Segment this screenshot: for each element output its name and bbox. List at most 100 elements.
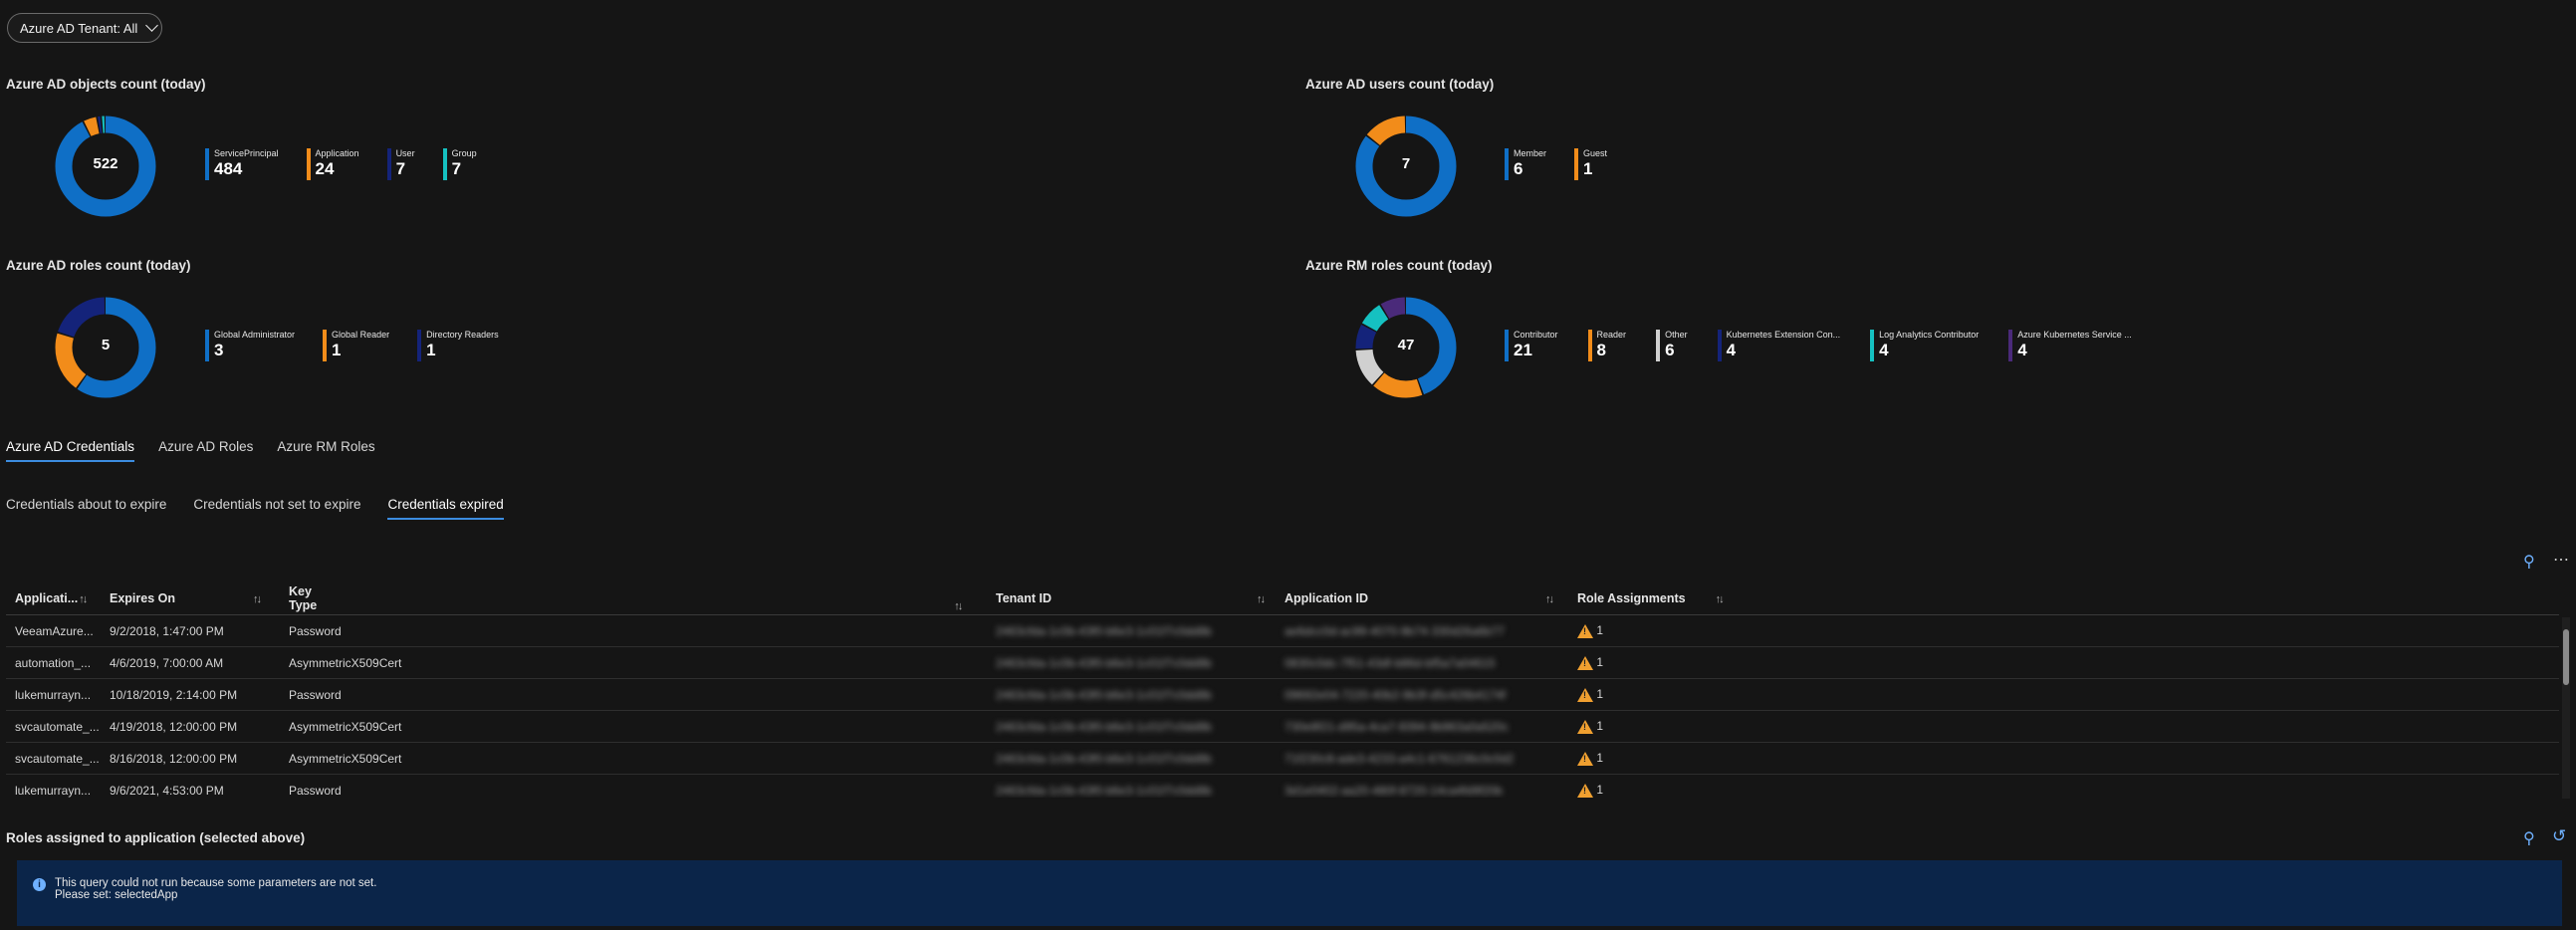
- chevron-down-icon: [145, 19, 159, 32]
- legend-label: Directory Readers: [426, 330, 499, 340]
- cell-application-id: 730e8f21-d95a-4ca7-9394-9b963a0a520c: [1285, 719, 1509, 734]
- donut-segment-contributor[interactable]: [1355, 297, 1457, 398]
- cell-expires-on: 4/6/2019, 7:00:00 AM: [110, 646, 289, 679]
- legend-item-application[interactable]: Application 24: [306, 148, 359, 180]
- cell-application-id: 0830c0dc-7f51-43df-b86d-bf5a7a04615: [1285, 655, 1496, 670]
- table-scrollbar-track[interactable]: [2562, 617, 2570, 799]
- legend-value: 7: [451, 159, 462, 178]
- legend-label: ServicePrincipal: [214, 148, 279, 158]
- donut-segment-serviceprincipal[interactable]: [55, 116, 156, 217]
- table-scrollbar-thumb[interactable]: [2563, 629, 2569, 685]
- rm-roles-count-title: Azure RM roles count (today): [1305, 258, 1493, 273]
- column-header-application[interactable]: Applicati... ↑↓: [6, 582, 110, 615]
- legend-item-contributor[interactable]: Contributor 21: [1505, 330, 1558, 361]
- legend-item-global-administrator[interactable]: Global Administrator 3: [205, 330, 295, 361]
- legend-item-group[interactable]: Group 7: [442, 148, 477, 180]
- users-legend: Member 6 Guest 1: [1505, 148, 1607, 180]
- cell-tenant-id: 2463cfda-1c0b-43f0-b6e3-1c01f7c0dd8b: [996, 655, 1212, 670]
- column-header-label: Expires On: [110, 591, 175, 605]
- legend-item-guest[interactable]: Guest 1: [1574, 148, 1607, 180]
- donut-segment-member[interactable]: [1355, 116, 1457, 217]
- column-header-tenant-id[interactable]: Tenant ID ↑↓: [986, 582, 1285, 615]
- ad-roles-donut-chart[interactable]: [55, 297, 156, 398]
- cell-role-assignments: 1: [1596, 719, 1604, 734]
- tab-credentials-about-to-expire[interactable]: Credentials about to expire: [6, 497, 167, 512]
- rm-roles-legend: Contributor 21 Reader 8 Other 6 Kubernetes …: [1505, 330, 2132, 361]
- tab-credentials-expired[interactable]: Credentials expired: [387, 497, 505, 520]
- cell-application-id: 71f230c8-ade3-4233-a4c1-6761236c0c0d2: [1285, 751, 1515, 766]
- column-header-expires-on[interactable]: Expires On ↑↓: [110, 582, 289, 615]
- cell-application: VeeamAzure...: [6, 614, 110, 647]
- credentials-table: Applicati... ↑↓ Expires On ↑↓ Key Type ↑↓ …: [6, 582, 2559, 798]
- message-line-2: Please set: selectedApp: [55, 889, 178, 901]
- cell-key-type: AsymmetricX509Cert: [289, 742, 986, 775]
- column-header-label: Key Type: [289, 584, 318, 612]
- column-header-role-assignments[interactable]: Role Assignments ↑↓: [1577, 582, 2559, 615]
- column-header-application-id[interactable]: Application ID ↑↓: [1285, 582, 1577, 615]
- tab-azure-ad-roles[interactable]: Azure AD Roles: [158, 439, 254, 454]
- sort-icon[interactable]: ↑↓: [954, 600, 963, 612]
- legend-value: 484: [214, 159, 243, 178]
- cell-tenant-id: 2463cfda-1c0b-43f0-b6e3-1c01f7c0dd8b: [996, 687, 1212, 702]
- roles-assigned-title: Roles assigned to application (selected …: [6, 830, 306, 845]
- legend-item-other[interactable]: Other 6: [1656, 330, 1688, 361]
- legend-value: 4: [1879, 341, 1889, 359]
- objects-donut-chart[interactable]: [55, 116, 156, 217]
- cell-expires-on: 8/16/2018, 12:00:00 PM: [110, 742, 289, 775]
- cell-role-assignments: 1: [1596, 687, 1604, 702]
- legend-value: 3: [214, 341, 224, 359]
- legend-item-serviceprincipal[interactable]: ServicePrincipal 484: [205, 148, 279, 180]
- legend-label: Global Reader: [332, 330, 390, 340]
- sort-icon[interactable]: ↑↓: [1545, 593, 1554, 605]
- cell-application-id: 09692e04-7220-40b2-9b3f-d5c426b4174f: [1285, 687, 1507, 702]
- rm-roles-donut-chart[interactable]: [1355, 297, 1457, 398]
- tab-azure-ad-credentials[interactable]: Azure AD Credentials: [6, 439, 135, 462]
- sort-icon[interactable]: ↑↓: [1257, 593, 1266, 605]
- warning-icon: [1577, 655, 1593, 670]
- table-row[interactable]: svcautomate_... 8/16/2018, 12:00:00 PM A…: [6, 742, 2559, 775]
- users-donut-chart[interactable]: [1355, 116, 1457, 217]
- legend-swatch: [2008, 330, 2013, 361]
- column-header-key-type[interactable]: Key Type ↑↓: [289, 582, 986, 615]
- legend-item-member[interactable]: Member 6: [1505, 148, 1546, 180]
- tab-azure-rm-roles[interactable]: Azure RM Roles: [277, 439, 375, 454]
- legend-item-azure-kubernetes-service[interactable]: Azure Kubernetes Service ... 4: [2008, 330, 2132, 361]
- donut-segment-reader[interactable]: [1355, 297, 1457, 398]
- legend-swatch: [1574, 148, 1579, 180]
- donut-segment-global-administrator[interactable]: [55, 297, 156, 398]
- donut-segment-kubernetes-extension-con[interactable]: [1355, 297, 1457, 398]
- missing-parameter-message: i This query could not run because some …: [17, 860, 2562, 926]
- legend-label: Kubernetes Extension Con...: [1726, 330, 1841, 340]
- legend-item-global-reader[interactable]: Global Reader 1: [323, 330, 389, 361]
- table-row[interactable]: lukemurrayn... 9/6/2021, 4:53:00 PM Pass…: [6, 774, 2559, 798]
- legend-item-kubernetes-extension-contributor[interactable]: Kubernetes Extension Con... 4: [1717, 330, 1841, 361]
- more-options-icon[interactable]: ⋯: [2553, 552, 2569, 569]
- table-row[interactable]: lukemurrayn... 10/18/2019, 2:14:00 PM Pa…: [6, 678, 2559, 711]
- legend-value: 6: [1665, 341, 1675, 359]
- legend-item-directory-readers[interactable]: Directory Readers 1: [417, 330, 499, 361]
- legend-swatch: [1717, 330, 1722, 361]
- pin-icon[interactable]: ⚲: [2523, 554, 2535, 571]
- legend-value: 4: [1726, 341, 1737, 359]
- cell-expires-on: 4/19/2018, 12:00:00 PM: [110, 710, 289, 743]
- refresh-icon[interactable]: ↺: [2552, 826, 2567, 845]
- legend-item-log-analytics-contributor[interactable]: Log Analytics Contributor 4: [1870, 330, 1979, 361]
- sort-icon[interactable]: ↑↓: [78, 593, 88, 605]
- legend-item-user[interactable]: User 7: [386, 148, 415, 180]
- legend-item-reader[interactable]: Reader 8: [1587, 330, 1626, 361]
- donut-segment-global-reader[interactable]: [55, 297, 156, 398]
- sort-icon[interactable]: ↑↓: [1715, 593, 1725, 605]
- pin-icon[interactable]: ⚲: [2523, 830, 2535, 847]
- sort-icon[interactable]: ↑↓: [253, 593, 262, 605]
- legend-swatch: [417, 330, 422, 361]
- table-row[interactable]: automation_... 4/6/2019, 7:00:00 AM Asym…: [6, 646, 2559, 679]
- legend-label: Guest: [1583, 148, 1608, 158]
- tenant-filter-button[interactable]: Azure AD Tenant: All: [7, 13, 162, 43]
- tab-credentials-not-set-to-expire[interactable]: Credentials not set to expire: [193, 497, 361, 512]
- cell-expires-on: 10/18/2019, 2:14:00 PM: [110, 678, 289, 711]
- main-tabs: Azure AD Credentials Azure AD Roles Azur…: [6, 439, 375, 462]
- legend-value: 1: [1583, 159, 1593, 178]
- cell-application: svcautomate_...: [6, 710, 110, 743]
- table-row[interactable]: svcautomate_... 4/19/2018, 12:00:00 PM A…: [6, 710, 2559, 743]
- table-row[interactable]: VeeamAzure... 9/2/2018, 1:47:00 PM Passw…: [6, 614, 2559, 647]
